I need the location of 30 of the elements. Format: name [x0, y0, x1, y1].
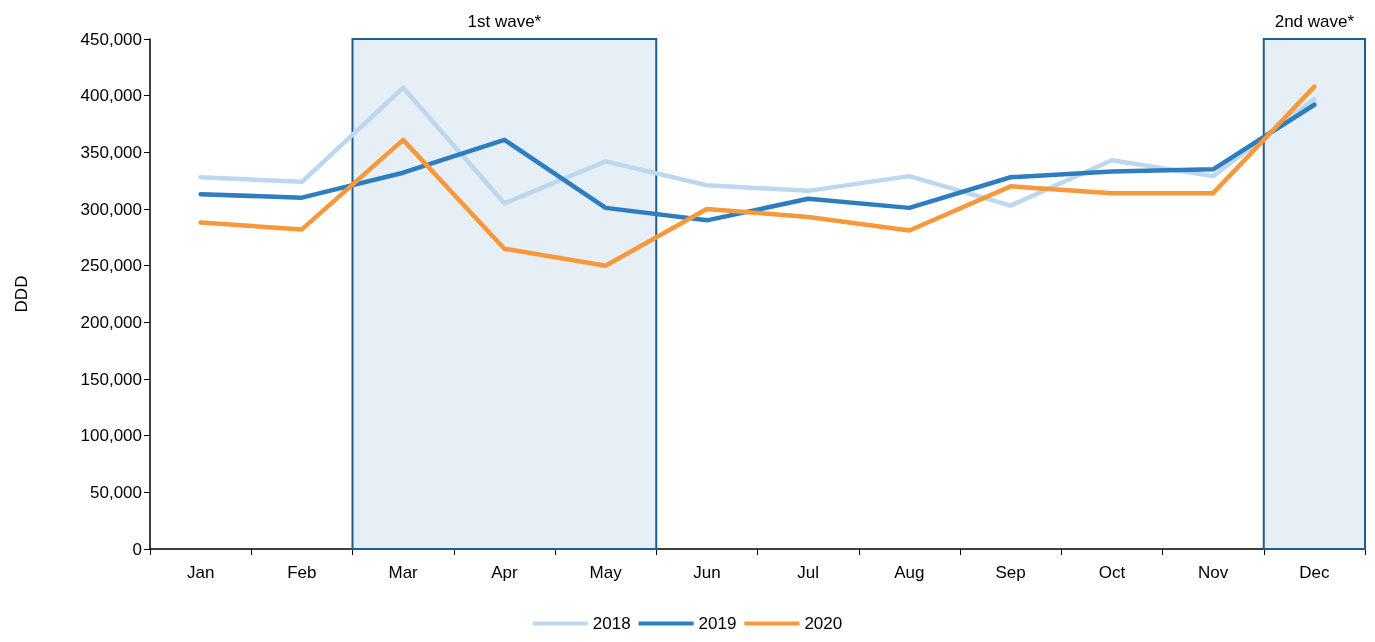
x-tick-label: Nov — [1198, 563, 1229, 582]
x-tick-label: Apr — [491, 563, 518, 582]
line-series — [198, 84, 1317, 268]
y-tick-label: 150,000 — [80, 369, 142, 389]
x-tick-label: Dec — [1299, 563, 1330, 582]
legend-label: 2020 — [804, 614, 843, 633]
y-axis-title: DDD — [12, 275, 31, 313]
y-tick-label: 400,000 — [80, 86, 142, 106]
legend-label: 2018 — [592, 614, 631, 633]
x-tick-label: Aug — [894, 563, 925, 582]
legend-label: 2019 — [698, 614, 737, 633]
x-tick-label: Mar — [388, 563, 419, 582]
line-series — [198, 102, 1317, 223]
y-tick-label: 300,000 — [80, 199, 142, 219]
x-tick-label: Jul — [797, 563, 819, 582]
x-tick-label: Sep — [995, 563, 1026, 582]
y-tick-label: 350,000 — [80, 142, 142, 162]
x-tick-label: Feb — [287, 563, 317, 582]
x-tick-label: Jun — [693, 563, 721, 582]
y-tick-label: 0 — [132, 539, 142, 559]
y-tick-label: 250,000 — [80, 256, 142, 276]
band-label: 2nd wave* — [1274, 12, 1355, 31]
x-tick-label: Oct — [1098, 563, 1126, 582]
y-tick-label: 50,000 — [90, 482, 142, 502]
x-tick-label: Jan — [186, 563, 215, 582]
y-tick-label: 200,000 — [80, 312, 142, 332]
y-tick-label: 450,000 — [80, 29, 142, 49]
band-label: 1st wave* — [467, 12, 542, 31]
x-tick-label: May — [589, 563, 623, 582]
y-tick-label: 100,000 — [80, 426, 142, 446]
